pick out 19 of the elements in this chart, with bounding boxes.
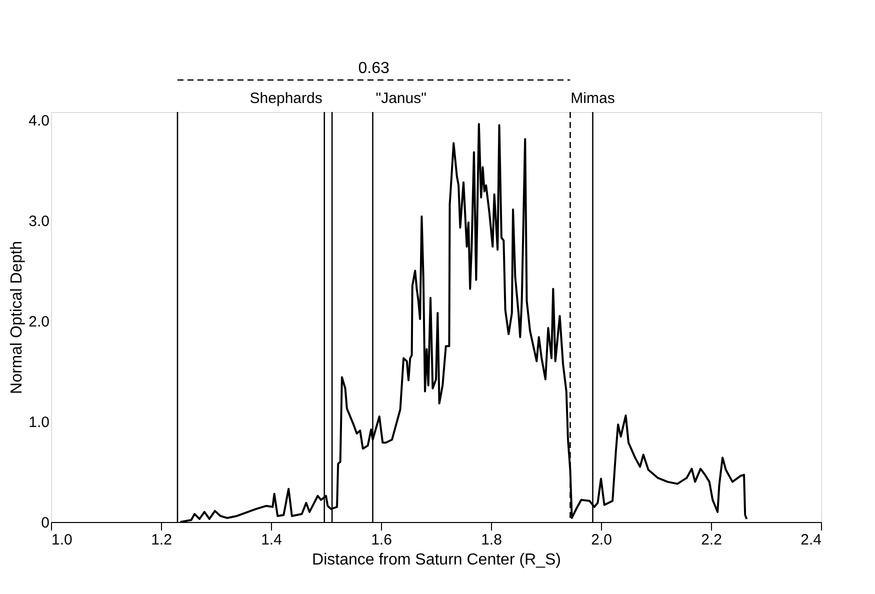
ref-line-label: "Janus" [376, 90, 426, 107]
x-tick-label: 2.0 [591, 532, 612, 548]
x-tick-label: 1.2 [151, 532, 172, 548]
y-tick-label: 4.0 [28, 112, 50, 130]
y-axis-title: Normal Optical Depth [8, 241, 26, 394]
y-tick-label: 1.0 [28, 414, 50, 432]
x-tick-label: 1.8 [481, 532, 502, 548]
x-axis-title: Distance from Saturn Center (R_S) [312, 552, 561, 568]
x-tick-label: 1.6 [371, 532, 392, 548]
x-tick-label: 1.4 [261, 532, 282, 548]
y-tick-label: 2.0 [28, 314, 50, 331]
y-tick-label: 0 [41, 514, 50, 532]
x-tick-label: 2.2 [701, 532, 722, 548]
x-tick-label: 2.4 [800, 532, 822, 548]
ref-line-label: Mimas [570, 90, 615, 107]
ref-line-label: Shephards [250, 90, 322, 107]
y-tick-label: 3.0 [28, 213, 50, 230]
text: 0.63 [358, 60, 390, 77]
x-tick-label: 1.0 [52, 532, 72, 548]
